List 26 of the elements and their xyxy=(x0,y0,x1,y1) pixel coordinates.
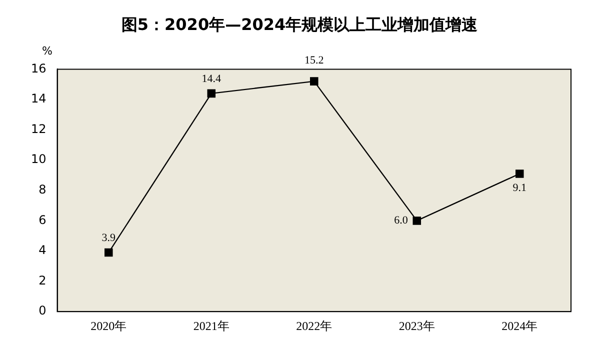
point xyxy=(515,170,524,178)
y-tick-label: 10 xyxy=(30,152,46,166)
y-tick-label: 0 xyxy=(38,304,46,318)
x-tick-label: 2022年 xyxy=(296,318,332,333)
data-label: 14.4 xyxy=(202,72,222,85)
y-tick-label: 2 xyxy=(38,273,46,288)
chart-title: 图5：2020年—2024年规模以上工业增加值增速 xyxy=(121,14,479,34)
x-tick-label: 2020年 xyxy=(90,318,127,333)
y-tick-label: 12 xyxy=(30,122,46,136)
x-tick-label: 2024年 xyxy=(502,318,538,333)
x-tick-label: 2023年 xyxy=(398,318,435,333)
point xyxy=(310,77,318,86)
y-tick-label: 8 xyxy=(38,182,46,197)
x-tick-label: 2021年 xyxy=(193,318,230,333)
y-tick-label: 14 xyxy=(30,92,46,106)
point xyxy=(207,89,216,98)
point xyxy=(412,216,422,225)
y-tick-label: 4 xyxy=(38,243,46,258)
data-label: 15.2 xyxy=(304,54,324,67)
y-tick-label: 16 xyxy=(30,61,46,76)
data-label: 6.0 xyxy=(394,214,408,227)
point xyxy=(104,248,113,257)
data-label: 9.1 xyxy=(512,182,526,194)
y-axis-title: % xyxy=(42,44,52,58)
y-tick-label: 6 xyxy=(38,212,46,227)
data-label: 3.9 xyxy=(102,232,116,244)
